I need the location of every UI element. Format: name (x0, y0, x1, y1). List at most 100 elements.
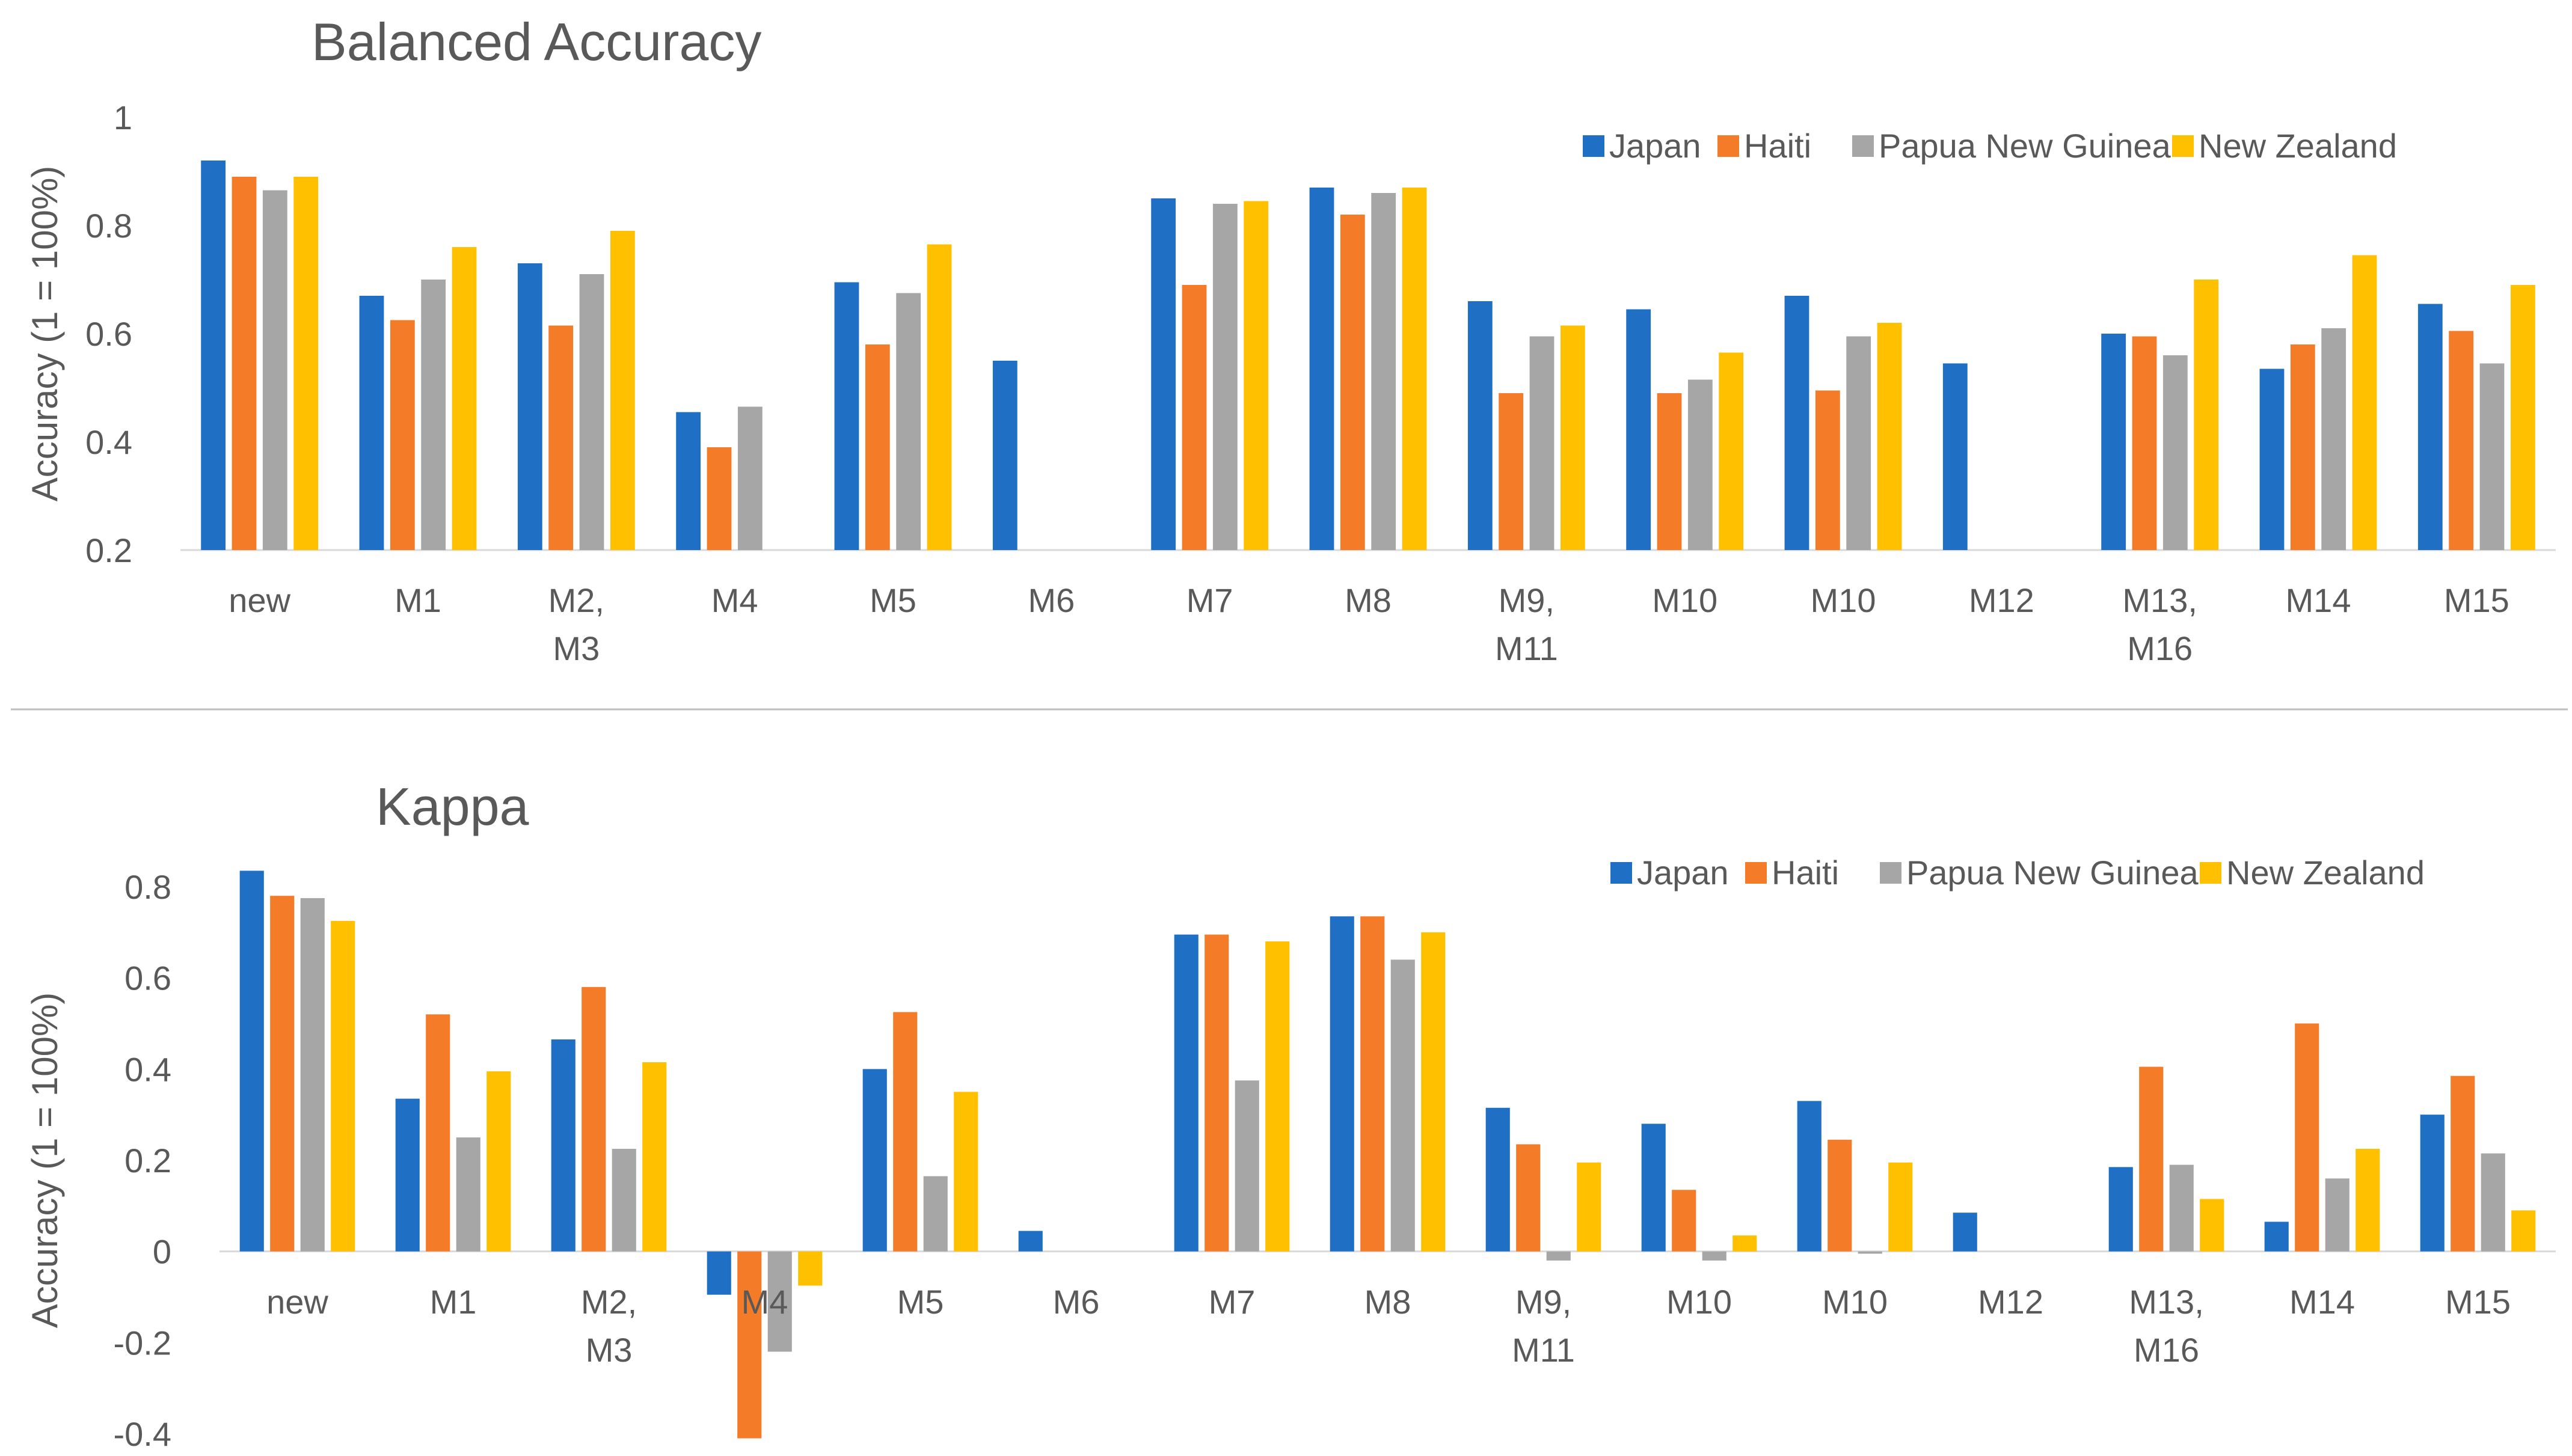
y-tick-label: 0.2 (124, 1142, 171, 1179)
x-tick-label: M5 (870, 581, 916, 619)
bar-new-zealand (1402, 188, 1427, 550)
x-tick-label: M9, M11 (1512, 1283, 1575, 1369)
bar-japan (1485, 1107, 1510, 1252)
bar-papua-new-guinea (1371, 193, 1396, 550)
x-tick-label: M13, M16 (2122, 581, 2197, 667)
bar-papua-new-guinea (1858, 1251, 1882, 1254)
bar-japan (1151, 198, 1176, 550)
y-tick-label: 0.6 (124, 959, 171, 997)
legend-label: Papua New Guinea (1879, 127, 2171, 165)
bar-new-zealand (798, 1251, 823, 1286)
bar-japan (834, 282, 859, 550)
bar-japan (1942, 363, 1968, 550)
legend-label: Japan (1609, 127, 1701, 165)
bar-haiti (232, 177, 257, 550)
bar-japan (2101, 334, 2126, 550)
bar-papua-new-guinea (2325, 1178, 2349, 1252)
bar-haiti (2132, 336, 2157, 550)
bar-new-zealand (2200, 1199, 2224, 1252)
x-tick-label: M12 (1969, 581, 2034, 619)
x-tick-label: M5 (897, 1283, 944, 1321)
x-tick-label: M10 (1822, 1283, 1888, 1321)
y-axis-label: Accuracy (1 = 100%) (25, 166, 65, 502)
chart-title: Balanced Accuracy (312, 12, 761, 72)
x-tick-label: new (229, 581, 290, 619)
bar-new-zealand (1877, 323, 1902, 550)
kappa-chart: Kappa Accuracy (1 = 100%) -0.4 -0.2 0 0.2 0.4 0… (25, 777, 2556, 1453)
bar-haiti (2139, 1066, 2164, 1252)
bar-haiti (582, 986, 606, 1252)
bar-papua-new-guinea (767, 1251, 792, 1352)
bar-papua-new-guinea (1235, 1080, 1259, 1252)
legend-label: New Zealand (2199, 127, 2397, 165)
bar-papua-new-guinea (1702, 1251, 1726, 1261)
bar-new-zealand (1244, 201, 1269, 550)
bar-haiti (426, 1014, 450, 1252)
bar-papua-new-guinea (2479, 363, 2505, 550)
bar-haiti (1205, 934, 1229, 1252)
bar-papua-new-guinea (1529, 336, 1555, 550)
bar-papua-new-guinea (896, 293, 921, 550)
legend-swatch (2200, 862, 2221, 884)
bar-new-zealand (1265, 941, 1290, 1252)
y-tick-label: 0.8 (85, 207, 132, 245)
x-tick-label: M12 (1978, 1283, 2043, 1321)
y-tick-label: 1 (114, 99, 132, 136)
bar-haiti (548, 325, 574, 550)
bar-papua-new-guinea (421, 280, 446, 550)
bar-new-zealand (2356, 1149, 2380, 1252)
legend-swatch (1583, 135, 1604, 157)
bar-haiti (1182, 285, 1207, 550)
y-tick-label: 0.2 (85, 531, 132, 569)
bar-japan (2417, 304, 2443, 550)
bar-papua-new-guinea (1212, 204, 1238, 550)
bar-haiti (1672, 1190, 1696, 1252)
bar-haiti (2290, 344, 2315, 550)
bar-haiti (2451, 1075, 2475, 1252)
legend-label: Papua New Guinea (1906, 854, 2199, 892)
bar-japan (2420, 1115, 2445, 1252)
bar-new-zealand (1733, 1235, 1757, 1252)
bar-new-zealand (331, 920, 355, 1252)
bar-papua-new-guinea (2162, 355, 2188, 550)
bar-japan (1309, 188, 1334, 550)
bar-papua-new-guinea (737, 406, 763, 550)
legend-label: Haiti (1744, 127, 1811, 165)
bar-japan (551, 1039, 575, 1252)
y-tick-label: 0.6 (85, 315, 132, 353)
bar-japan (1797, 1101, 1822, 1252)
bar-japan (395, 1098, 420, 1252)
bar-new-zealand (642, 1062, 667, 1252)
bar-papua-new-guinea (2481, 1153, 2505, 1252)
bar-haiti (1828, 1139, 1852, 1252)
bar-new-zealand (2510, 285, 2535, 550)
bar-haiti (2449, 331, 2474, 550)
legend-swatch (1880, 862, 1901, 884)
x-tick-label: M9, M11 (1495, 581, 1558, 667)
bar-haiti (893, 1012, 918, 1252)
bar-new-zealand (954, 1092, 978, 1252)
bar-haiti (2295, 1023, 2319, 1252)
x-tick-label: M10 (1652, 581, 1717, 619)
bar-japan (1784, 296, 1809, 550)
bar-japan (201, 161, 226, 550)
bar-new-zealand (1421, 932, 1446, 1252)
bar-papua-new-guinea (2169, 1164, 2194, 1252)
chart-title: Kappa (376, 777, 529, 836)
bar-new-zealand (610, 231, 635, 550)
x-tick-label: M10 (1811, 581, 1876, 619)
bar-japan (1641, 1124, 1666, 1252)
bar-papua-new-guinea (579, 274, 604, 550)
bar-haiti (1360, 916, 1385, 1252)
bar-new-zealand (1719, 352, 1744, 550)
legend-label: New Zealand (2226, 854, 2425, 892)
bar-new-zealand (2194, 280, 2219, 550)
bar-japan (1626, 309, 1651, 550)
x-tick-label: M10 (1666, 1283, 1732, 1321)
bar-new-zealand (1560, 325, 1585, 550)
bar-papua-new-guinea (1687, 379, 1713, 550)
bar-new-zealand (1888, 1162, 1913, 1252)
bar-japan (676, 412, 701, 550)
y-tick-label: 0.8 (124, 868, 171, 906)
